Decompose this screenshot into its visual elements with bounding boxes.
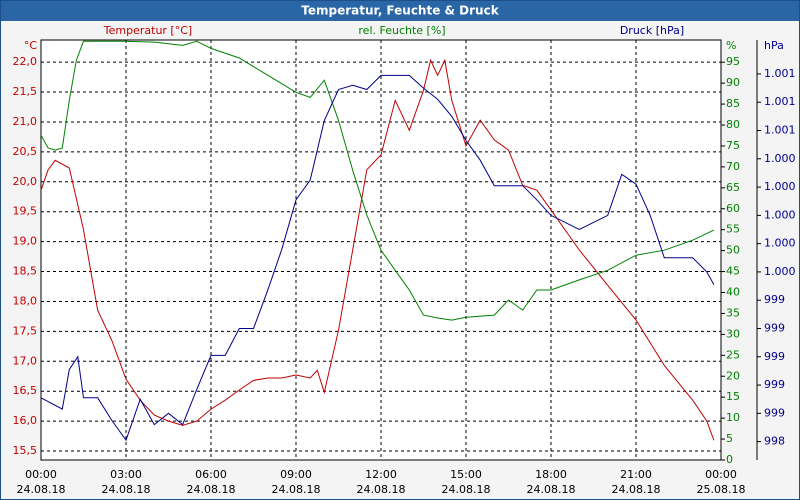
x-tick-label: 12:00 (365, 468, 397, 481)
x-tick-label: 00:00 (705, 468, 737, 481)
y2-tick-label: 45 (726, 265, 740, 278)
x-tick-date: 24.08.18 (102, 483, 151, 496)
y2-tick-label: 75 (726, 139, 740, 152)
y2-tick-label: 95 (726, 55, 740, 68)
series-line (40, 74, 715, 442)
y-tick-label: 17,0 (13, 354, 38, 367)
y-tick-label: 22,0 (13, 55, 38, 68)
legend-label: Temperatur [°C] (103, 24, 192, 37)
y2-tick-label: 35 (726, 306, 740, 319)
y2-tick-label: 65 (726, 181, 740, 194)
y3-tick-label: 999 (764, 350, 785, 363)
x-tick-label: 15:00 (450, 468, 482, 481)
legend-label: rel. Feuchte [%] (358, 24, 445, 37)
x-tick-date: 24.08.18 (357, 483, 406, 496)
y-tick-label: 21,0 (13, 115, 38, 128)
y2-tick-label: 20 (726, 369, 740, 382)
x-tick-label: 18:00 (535, 468, 567, 481)
y3-tick-label: 1.001 (764, 124, 796, 137)
y2-tick-label: 40 (726, 286, 740, 299)
y-tick-label: 20,0 (13, 175, 38, 188)
y3-tick-label: 998 (764, 435, 785, 448)
y3-tick-label: 1.001 (764, 67, 796, 80)
y-tick-label: 16,5 (13, 384, 38, 397)
y-tick-label: 21,5 (13, 85, 38, 98)
y-tick-label: 19,5 (13, 205, 38, 218)
x-tick-date: 24.08.18 (442, 483, 491, 496)
y2-tick-label: 70 (726, 160, 740, 173)
x-tick-date: 25.08.18 (697, 483, 746, 496)
x-tick-date: 24.08.18 (612, 483, 661, 496)
y2-tick-label: 80 (726, 118, 740, 131)
chart-title: Temperatur, Feuchte & Druck (301, 4, 499, 18)
y2-tick-label: 50 (726, 244, 740, 257)
legend-label: Druck [hPa] (620, 24, 684, 37)
x-tick-date: 24.08.18 (187, 483, 236, 496)
y3-tick-label: 999 (764, 321, 785, 334)
y2-tick-label: 90 (726, 76, 740, 89)
y2-tick-label: 25 (726, 348, 740, 361)
y-tick-label: 17,5 (13, 324, 38, 337)
y-tick-label: 20,5 (13, 145, 38, 158)
x-tick-label: 09:00 (280, 468, 312, 481)
y2-tick-label: 85 (726, 97, 740, 110)
y3-tick-label: 999 (764, 293, 785, 306)
y3-tick-label: 1.000 (764, 237, 796, 250)
x-tick-date: 24.08.18 (527, 483, 576, 496)
y3-tick-label: 1.001 (764, 95, 796, 108)
y3-tick-label: 1.000 (764, 152, 796, 165)
x-tick-label: 06:00 (195, 468, 227, 481)
y3-tick-label: 1.000 (764, 208, 796, 221)
plot-border (40, 39, 722, 461)
y3-unit: hPa (764, 39, 784, 52)
y-tick-label: 15,5 (13, 444, 38, 457)
y3-tick-label: 999 (764, 378, 785, 391)
y3-tick-label: 1.000 (764, 265, 796, 278)
y2-tick-label: 55 (726, 223, 740, 236)
y2-tick-label: 30 (726, 327, 740, 340)
y2-tick-label: 10 (726, 411, 740, 424)
x-tick-date: 24.08.18 (272, 483, 321, 496)
y-tick-label: 18,0 (13, 294, 38, 307)
x-tick-date: 24.08.18 (17, 483, 66, 496)
y2-tick-label: 0 (726, 453, 733, 466)
y3-tick-label: 1.000 (764, 180, 796, 193)
y-unit: °C (24, 39, 38, 52)
x-tick-label: 00:00 (25, 468, 57, 481)
y-tick-label: 16,0 (13, 414, 38, 427)
y-tick-label: 18,5 (13, 265, 38, 278)
x-tick-label: 21:00 (620, 468, 652, 481)
x-tick-label: 03:00 (110, 468, 142, 481)
y2-tick-label: 5 (726, 432, 733, 445)
y2-tick-label: 15 (726, 390, 740, 403)
y2-unit: % (726, 39, 736, 52)
series-line (40, 40, 715, 321)
y-tick-label: 19,0 (13, 235, 38, 248)
y3-tick-label: 999 (764, 406, 785, 419)
y2-tick-label: 60 (726, 202, 740, 215)
title-bar (1, 1, 799, 21)
